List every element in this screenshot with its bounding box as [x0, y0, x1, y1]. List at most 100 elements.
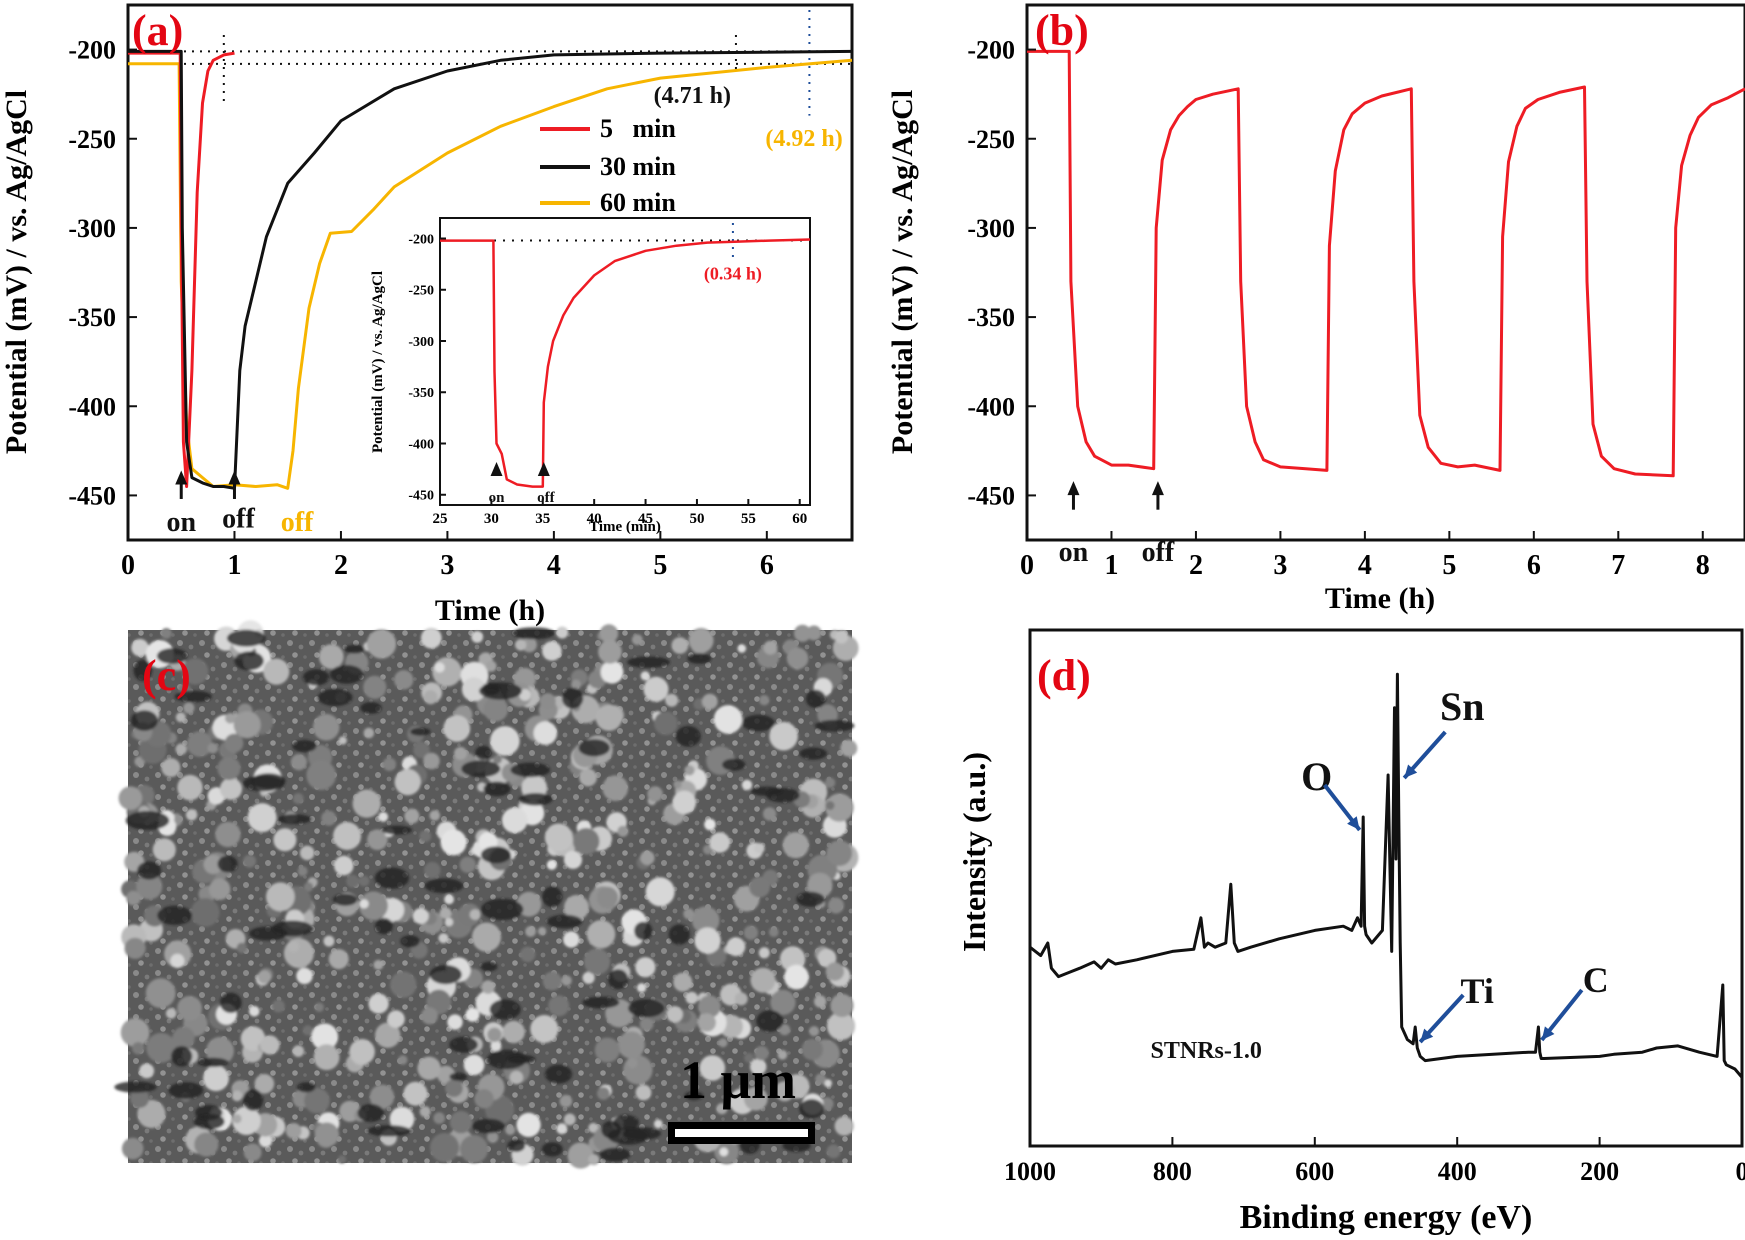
- sem-pore: [544, 1064, 573, 1084]
- sem-particle: [598, 639, 622, 664]
- sem-pore: [518, 793, 553, 806]
- sem-particle: [673, 972, 693, 992]
- panel-a-inset: -200 -250 -300 -350 -400 -450 25 30 35 40 45 50 55 6…: [370, 217, 811, 535]
- panel-d-frame: [1028, 628, 1744, 1148]
- sem-pore: [628, 999, 665, 1018]
- panel-b-x-tick-label: 6: [1527, 550, 1541, 581]
- sem-pore: [480, 846, 511, 864]
- inset-annotation-on: on: [489, 490, 506, 506]
- sem-particle: [588, 1154, 600, 1166]
- scale-bar-inner: [675, 1129, 808, 1137]
- sem-pore: [582, 996, 620, 1009]
- panel-b-y-tick-label: -450: [967, 482, 1015, 511]
- sem-particle: [779, 1024, 791, 1036]
- sem-pore: [277, 814, 312, 825]
- sem-pore: [542, 886, 563, 908]
- annotation-stnrs: STNRs-1.0: [1151, 1038, 1262, 1064]
- panel-a-series-1-line: [128, 49, 853, 490]
- sem-particle: [596, 886, 619, 909]
- sem-particle: [520, 946, 536, 962]
- sem-particle: [369, 1084, 395, 1110]
- panel-b-y-ticks: -200 -250 -300 -350 -400 -450: [967, 36, 1036, 511]
- sem-particle: [373, 959, 384, 970]
- sem-particle: [247, 803, 277, 833]
- inset-annotations: on off (0.34 h): [489, 264, 762, 506]
- sem-pore: [796, 891, 825, 907]
- panel-a-x-tick-label: 1: [227, 550, 241, 581]
- sem-particle: [465, 1007, 480, 1022]
- sem-particle: [758, 947, 770, 959]
- sem-particle: [444, 917, 454, 927]
- sem-pore: [302, 669, 330, 686]
- sem-particle: [219, 777, 243, 800]
- sem-particle: [750, 967, 776, 993]
- sem-particle: [208, 878, 231, 900]
- sem-particle: [257, 970, 272, 984]
- sem-particle: [296, 967, 313, 985]
- sem-pore: [799, 747, 828, 760]
- sem-particle: [572, 828, 600, 855]
- sem-particle: [306, 760, 337, 790]
- sem-particle: [461, 677, 486, 702]
- panel-b-y-tick-label: -250: [967, 125, 1015, 154]
- inset-y-tick-label: -350: [408, 386, 434, 401]
- sem-particle: [206, 1036, 235, 1065]
- sem-pore: [449, 1036, 478, 1053]
- sem-pore: [171, 1046, 193, 1067]
- sem-particle: [165, 1008, 177, 1019]
- sem-particle: [120, 1018, 150, 1047]
- sem-particle: [786, 647, 809, 670]
- sem-particle: [537, 927, 547, 936]
- sem-particle: [617, 1031, 646, 1059]
- sem-pore: [799, 1099, 824, 1119]
- annotation-4.92h: (4.92 h): [765, 126, 842, 152]
- panel-a-y-tick-label: -350: [68, 303, 116, 332]
- sem-particle: [824, 1079, 832, 1088]
- sem-particle: [683, 908, 695, 920]
- sem-particle: [542, 971, 562, 991]
- sem-pore: [195, 1104, 223, 1121]
- annotation-c: C: [1583, 960, 1609, 1000]
- sem-particle: [546, 859, 557, 870]
- sem-particle: [225, 713, 236, 724]
- sem-particle: [398, 1055, 408, 1065]
- inset-x-tick-label: 40: [587, 511, 602, 527]
- sem-particle: [215, 821, 241, 848]
- sem-particle: [643, 676, 669, 702]
- sem-particle: [749, 876, 771, 898]
- sem-pore: [814, 719, 855, 732]
- panel-b-letter: (b): [1035, 6, 1089, 55]
- annotation-off-60min: off: [281, 507, 314, 538]
- sem-particle: [703, 844, 713, 855]
- sem-particle: [474, 1089, 494, 1109]
- sem-particle: [698, 995, 721, 1018]
- sem-particle: [136, 873, 163, 900]
- arrow-ti-head: [1420, 1028, 1434, 1042]
- sem-particle: [743, 925, 759, 940]
- legend-label-60min: 60 min: [600, 188, 676, 217]
- panel-a-frame: [126, 3, 854, 542]
- sem-particle: [828, 897, 844, 914]
- panel-d-series-0-line: [1029, 672, 1744, 1079]
- sem-pore: [578, 739, 610, 757]
- sem-pore: [507, 1139, 526, 1152]
- sem-particle: [820, 1097, 834, 1111]
- sem-particle: [445, 1079, 463, 1097]
- sem-particle: [175, 712, 186, 723]
- sem-particle: [413, 741, 430, 759]
- arrow-c-head: [1541, 1026, 1555, 1040]
- sem-pore: [329, 665, 364, 684]
- sem-particle: [556, 1123, 568, 1135]
- sem-particle: [389, 1106, 415, 1132]
- sem-particle: [801, 1038, 823, 1061]
- panel-b-x-tick-label: 8: [1696, 550, 1710, 581]
- inset-x-ticks: 25 30 35 40 45 50 55 60: [433, 499, 807, 527]
- sem-particle: [769, 721, 798, 751]
- sem-particle: [487, 1027, 502, 1043]
- sem-particle: [337, 1155, 347, 1164]
- arrow-sn-head: [1404, 764, 1418, 778]
- panel-a-annotations: on off off(4.71 h)(4.92 h): [166, 83, 842, 538]
- panel-d-x-tick-label: 200: [1580, 1157, 1619, 1186]
- panel-a-letter: (a): [132, 6, 183, 55]
- annotation-on: on: [1059, 537, 1089, 568]
